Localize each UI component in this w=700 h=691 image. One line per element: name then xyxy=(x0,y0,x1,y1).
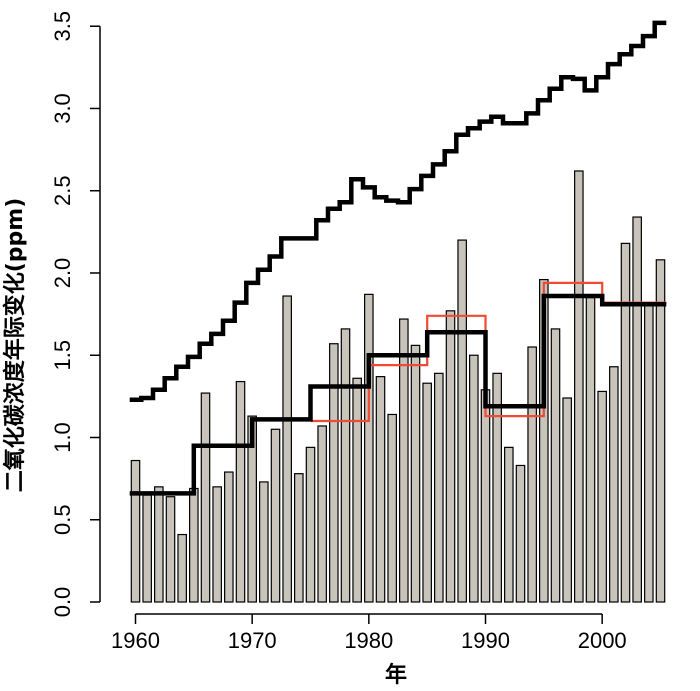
bar xyxy=(375,376,386,603)
x-tick-label: 1990 xyxy=(461,628,510,653)
y-tick-label: 1.5 xyxy=(50,340,75,371)
bar xyxy=(410,344,421,603)
bar xyxy=(270,428,281,603)
bar xyxy=(655,259,666,603)
bar xyxy=(585,297,596,603)
bar xyxy=(457,239,467,603)
y-tick-label: 0.0 xyxy=(50,587,75,618)
bar xyxy=(515,464,526,603)
y-tick-label: 2.5 xyxy=(50,175,75,206)
bar xyxy=(387,413,397,603)
bar xyxy=(200,392,211,603)
plot-area xyxy=(129,20,667,603)
bar xyxy=(212,486,222,603)
y-tick-label: 0.5 xyxy=(50,504,75,535)
y-tick-label: 3.5 xyxy=(50,11,75,42)
bar xyxy=(492,372,502,603)
bar xyxy=(294,473,304,603)
bar xyxy=(632,216,642,603)
y-tick-label: 2.0 xyxy=(50,258,75,289)
bar xyxy=(352,377,362,603)
x-tick-label: 1970 xyxy=(228,628,277,653)
y-tick-label: 3.0 xyxy=(50,93,75,124)
bar xyxy=(142,494,152,603)
x-tick-label: 2000 xyxy=(578,628,627,653)
bar xyxy=(364,293,374,603)
y-tick-label: 1.0 xyxy=(50,422,75,453)
bar xyxy=(329,343,339,603)
bar xyxy=(445,310,456,603)
bar xyxy=(247,415,257,603)
bar xyxy=(597,390,607,603)
x-tick-label: 1960 xyxy=(111,628,160,653)
bar xyxy=(399,318,409,603)
bar xyxy=(434,372,444,603)
black-step-line xyxy=(129,293,667,496)
bar xyxy=(480,389,491,603)
bar xyxy=(574,170,584,603)
bar xyxy=(527,346,537,603)
bar xyxy=(235,380,246,603)
bar xyxy=(504,446,514,603)
bar xyxy=(224,471,234,603)
bar xyxy=(282,295,292,603)
y-axis-title: 二氧化碳浓度年际变化(ppm) xyxy=(2,198,28,493)
bar xyxy=(130,459,141,603)
bar xyxy=(539,278,549,603)
x-tick-label: 1980 xyxy=(344,628,393,653)
x-axis-title: 年 xyxy=(385,662,407,688)
bar xyxy=(620,242,631,603)
bar xyxy=(189,487,199,603)
bar xyxy=(165,496,176,603)
bar xyxy=(644,302,654,603)
x-axis: 1960 1970 1980 1990 2000 xyxy=(111,613,627,653)
bar xyxy=(562,397,572,603)
bar xyxy=(177,533,187,603)
bar xyxy=(305,446,316,603)
upper-step-curve xyxy=(129,20,667,402)
bar xyxy=(259,481,269,603)
bar xyxy=(422,382,432,603)
bar xyxy=(550,328,561,603)
bar xyxy=(154,486,164,603)
bar xyxy=(609,366,619,603)
bar xyxy=(340,328,351,603)
bar xyxy=(317,425,327,603)
y-axis: 0.0 0.5 1.0 1.5 2.0 2.5 3.0 3.5 xyxy=(50,11,101,618)
bar xyxy=(469,354,479,603)
